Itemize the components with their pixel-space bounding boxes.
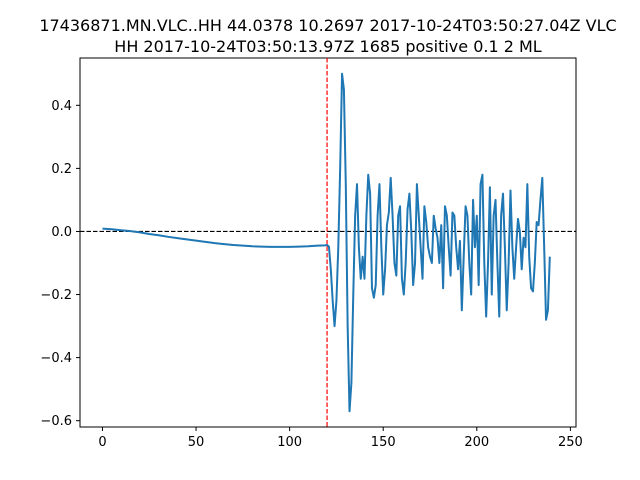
x-tick-label: 150 [371, 435, 396, 450]
plot-area: 0 50 100 150 200 250 −0.6 −0.4 −0.2 0.0 0.2 0.4 [40, 57, 583, 450]
x-axis: 0 50 100 150 200 250 [98, 427, 583, 450]
y-axis: −0.6 −0.4 −0.2 0.0 0.2 0.4 [40, 99, 80, 429]
y-tick-label: 0.0 [51, 225, 72, 240]
chart-title-line-2: HH 2017-10-24T03:50:13.97Z 1685 positive… [114, 37, 542, 56]
y-tick-label: −0.6 [40, 414, 72, 429]
y-tick-label: −0.4 [40, 351, 72, 366]
x-tick-label: 100 [277, 435, 302, 450]
x-tick-label: 0 [98, 435, 106, 450]
x-tick-label: 250 [558, 435, 583, 450]
y-tick-label: −0.2 [40, 288, 72, 303]
waveform-series-line [102, 72, 551, 413]
axes-frame [79, 57, 577, 428]
x-tick-label: 50 [188, 435, 205, 450]
x-tick-label: 200 [464, 435, 489, 450]
chart-title-line-1: 17436871.MN.VLC..HH 44.0378 10.2697 2017… [39, 16, 616, 35]
y-tick-label: 0.4 [51, 99, 72, 114]
y-tick-label: 0.2 [51, 162, 72, 177]
